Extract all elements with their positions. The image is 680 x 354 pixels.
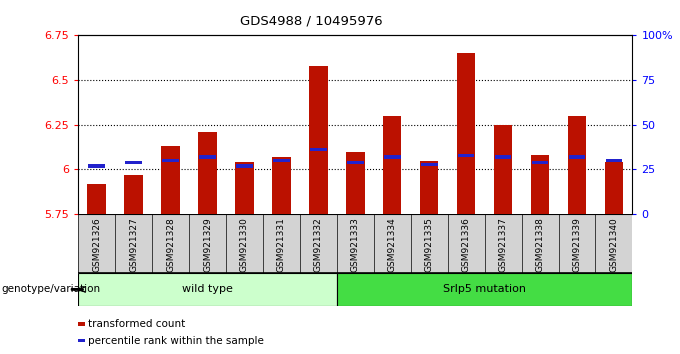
- Bar: [458, 154, 475, 157]
- Bar: [420, 161, 439, 214]
- Bar: [199, 155, 216, 159]
- Bar: [88, 184, 106, 214]
- Text: GSM921340: GSM921340: [609, 217, 618, 272]
- Text: GSM921337: GSM921337: [498, 217, 507, 272]
- Bar: [125, 161, 142, 164]
- Text: GSM921335: GSM921335: [425, 217, 434, 272]
- Bar: [494, 125, 512, 214]
- Text: GSM921336: GSM921336: [462, 217, 471, 272]
- Bar: [124, 175, 143, 214]
- Bar: [347, 161, 364, 164]
- Bar: [457, 53, 475, 214]
- Bar: [88, 164, 105, 167]
- Bar: [531, 155, 549, 214]
- Bar: [78, 273, 337, 306]
- Bar: [309, 66, 328, 214]
- Bar: [605, 162, 623, 214]
- Bar: [310, 148, 326, 152]
- Text: GSM921332: GSM921332: [314, 217, 323, 272]
- Text: GSM921338: GSM921338: [536, 217, 545, 272]
- Bar: [272, 157, 290, 214]
- Text: GSM921330: GSM921330: [240, 217, 249, 272]
- Bar: [236, 164, 253, 167]
- Text: GSM921334: GSM921334: [388, 217, 396, 272]
- Bar: [421, 162, 437, 166]
- Bar: [383, 116, 401, 214]
- Text: GSM921331: GSM921331: [277, 217, 286, 272]
- Bar: [163, 159, 179, 162]
- Text: wild type: wild type: [182, 284, 233, 295]
- Text: GSM921333: GSM921333: [351, 217, 360, 272]
- Text: GSM921327: GSM921327: [129, 217, 138, 272]
- Bar: [199, 132, 217, 214]
- Text: genotype/variation: genotype/variation: [1, 284, 101, 295]
- Text: GSM921326: GSM921326: [92, 217, 101, 272]
- Bar: [346, 152, 364, 214]
- Bar: [337, 273, 632, 306]
- Bar: [532, 161, 548, 164]
- Text: percentile rank within the sample: percentile rank within the sample: [88, 336, 265, 346]
- Bar: [384, 155, 401, 159]
- Text: Srlp5 mutation: Srlp5 mutation: [443, 284, 526, 295]
- Bar: [273, 159, 290, 162]
- Text: GDS4988 / 10495976: GDS4988 / 10495976: [239, 14, 382, 27]
- Text: GSM921339: GSM921339: [573, 217, 581, 272]
- Text: GSM921329: GSM921329: [203, 217, 212, 272]
- Bar: [568, 116, 586, 214]
- Bar: [606, 159, 622, 162]
- Bar: [161, 146, 180, 214]
- Bar: [495, 155, 511, 159]
- Text: GSM921328: GSM921328: [166, 217, 175, 272]
- Bar: [235, 162, 254, 214]
- Text: transformed count: transformed count: [88, 319, 186, 329]
- Bar: [568, 155, 585, 159]
